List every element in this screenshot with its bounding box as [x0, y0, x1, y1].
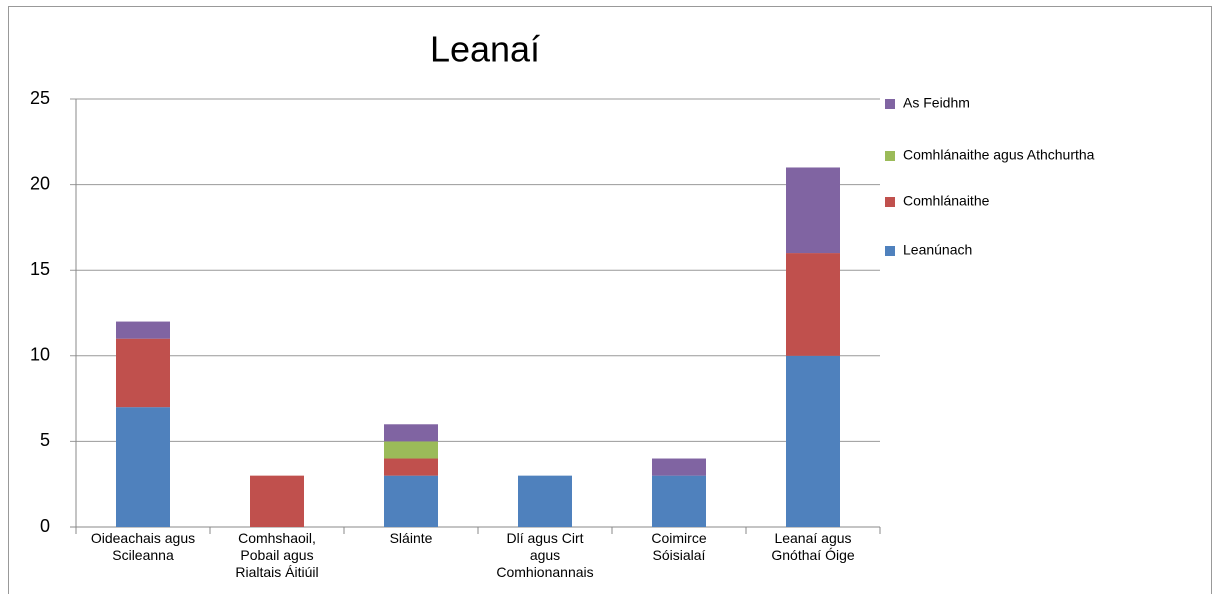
chart-title: Leanaí — [430, 29, 540, 70]
legend-label: Leanúnach — [903, 242, 972, 258]
bar-segment — [116, 338, 170, 408]
x-tick-label: Sláinte — [389, 530, 433, 546]
legend-label: As Feidhm — [903, 95, 970, 111]
bar-segment — [652, 458, 706, 476]
legend-swatch — [885, 246, 895, 256]
y-tick-label: 25 — [30, 88, 50, 108]
bar-segment — [786, 253, 840, 356]
bar-segment — [384, 424, 438, 442]
bar-segment — [116, 407, 170, 527]
x-tick-label: Coimirce Sóisialaí — [651, 530, 707, 563]
legend-swatch — [885, 99, 895, 109]
bar-segment — [652, 475, 706, 527]
bar-segment — [384, 458, 438, 476]
bar-segment — [250, 475, 304, 527]
x-tick-label: Oideachais agus Scileanna — [90, 530, 196, 563]
legend-label: Comhlánaithe — [903, 193, 990, 209]
y-tick-label: 10 — [30, 345, 50, 365]
legend-label: Comhlánaithe agus Athchurtha — [903, 147, 1095, 163]
bar-segment — [786, 167, 840, 254]
bar-segment — [384, 441, 438, 459]
x-tick-label: Comhshaoil, Pobail agus Rialtais Áitiúil — [235, 530, 319, 580]
y-tick-label: 5 — [40, 430, 50, 450]
y-tick-label: 0 — [40, 516, 50, 536]
chart-border — [8, 6, 1212, 594]
legend-swatch — [885, 151, 895, 161]
bar-segment — [116, 321, 170, 339]
x-tick-label: Leanaí agus Gnóthaí Óige — [771, 530, 855, 563]
y-tick-label: 20 — [30, 173, 50, 193]
x-tick-label: Dlí agus Cirt agus Comhionannais — [496, 530, 594, 580]
legend-swatch — [885, 197, 895, 207]
bar-segment — [384, 475, 438, 527]
bar-segment — [518, 475, 572, 527]
bar-segment — [786, 355, 840, 527]
y-tick-label: 15 — [30, 259, 50, 279]
